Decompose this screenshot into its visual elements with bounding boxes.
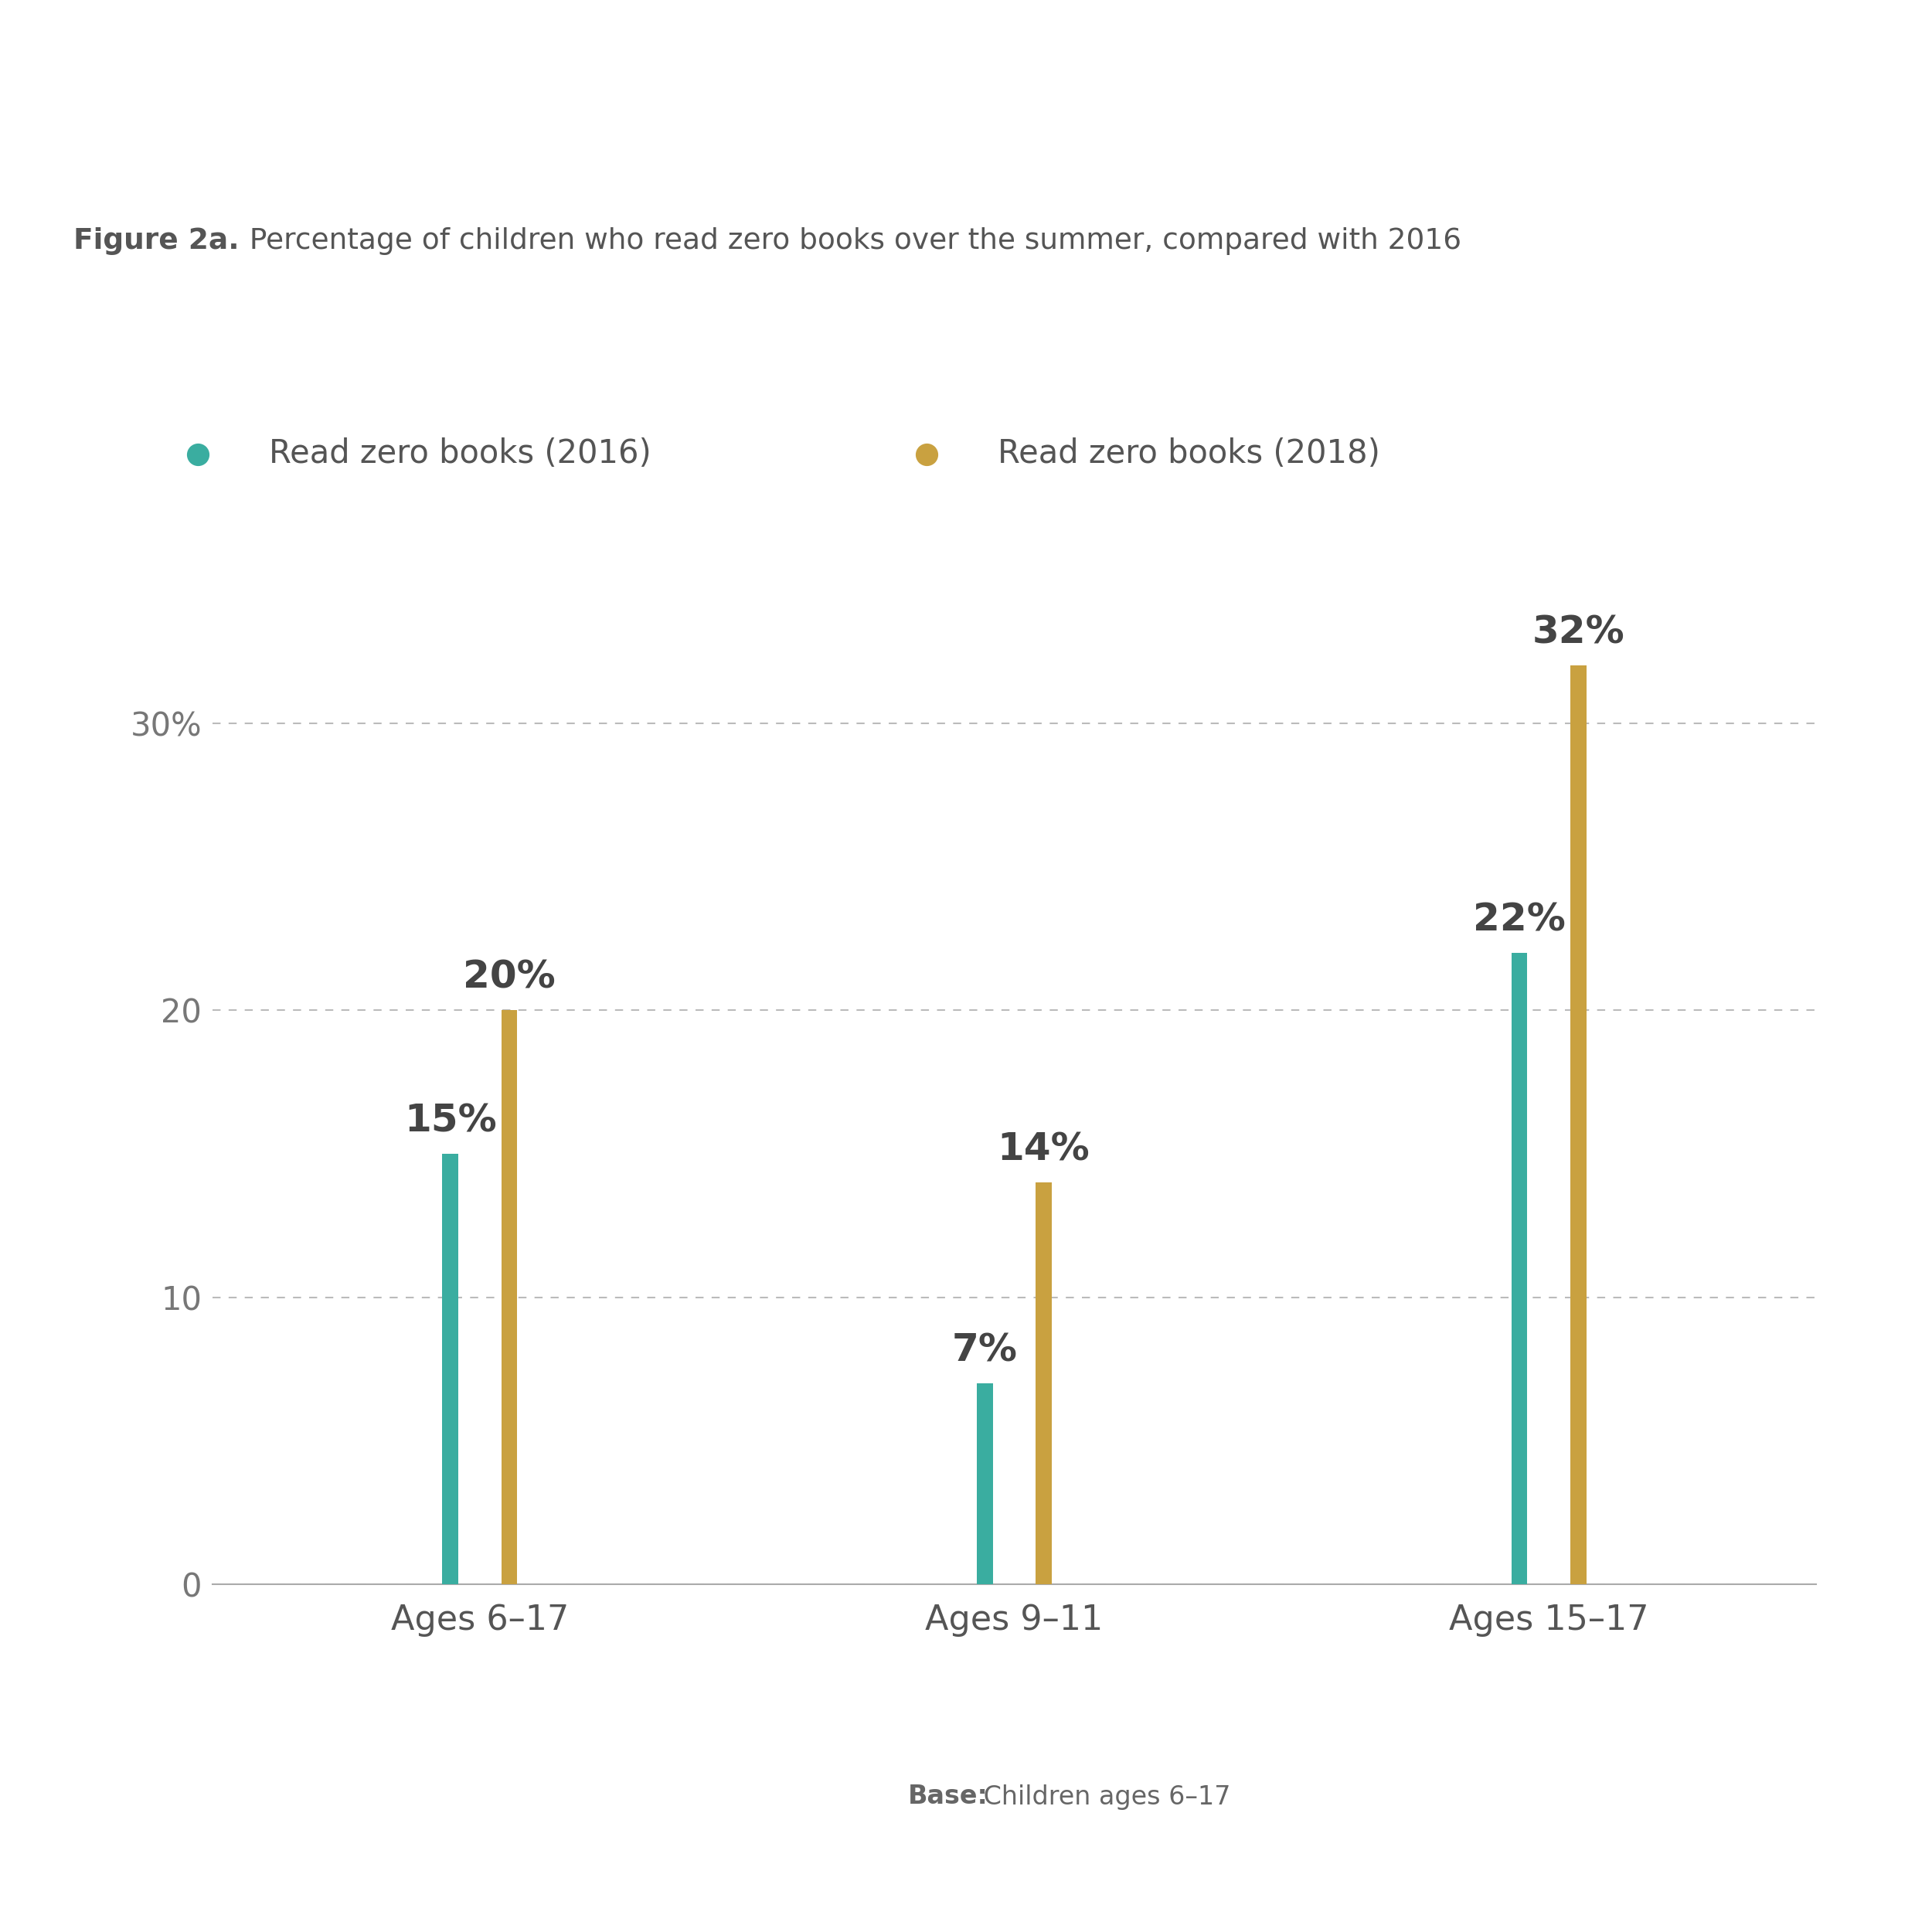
Text: Read zero books (2016): Read zero books (2016) — [269, 439, 651, 469]
Text: 15%: 15% — [404, 1103, 497, 1140]
Text: 7%: 7% — [952, 1331, 1018, 1370]
Bar — [1036, 1182, 1051, 1584]
Text: More kids read zero books over the summer: More kids read zero books over the summe… — [58, 70, 1126, 110]
Bar — [1511, 952, 1528, 1584]
Text: Read zero books (2018): Read zero books (2018) — [997, 439, 1379, 469]
Text: 20%: 20% — [464, 958, 556, 995]
Text: 32%: 32% — [1532, 614, 1625, 651]
Text: Base:: Base: — [908, 1783, 989, 1810]
Text: Figure 2a.: Figure 2a. — [73, 228, 240, 255]
Text: Percentage of children who read zero books over the summer, compared with 2016: Percentage of children who read zero boo… — [240, 228, 1463, 255]
Bar — [1571, 667, 1586, 1584]
Bar — [442, 1153, 458, 1584]
Bar — [500, 1010, 518, 1584]
Bar — [978, 1383, 993, 1584]
Text: 14%: 14% — [997, 1130, 1090, 1169]
Text: Children ages 6–17: Children ages 6–17 — [976, 1783, 1231, 1810]
Text: 22%: 22% — [1472, 902, 1565, 939]
